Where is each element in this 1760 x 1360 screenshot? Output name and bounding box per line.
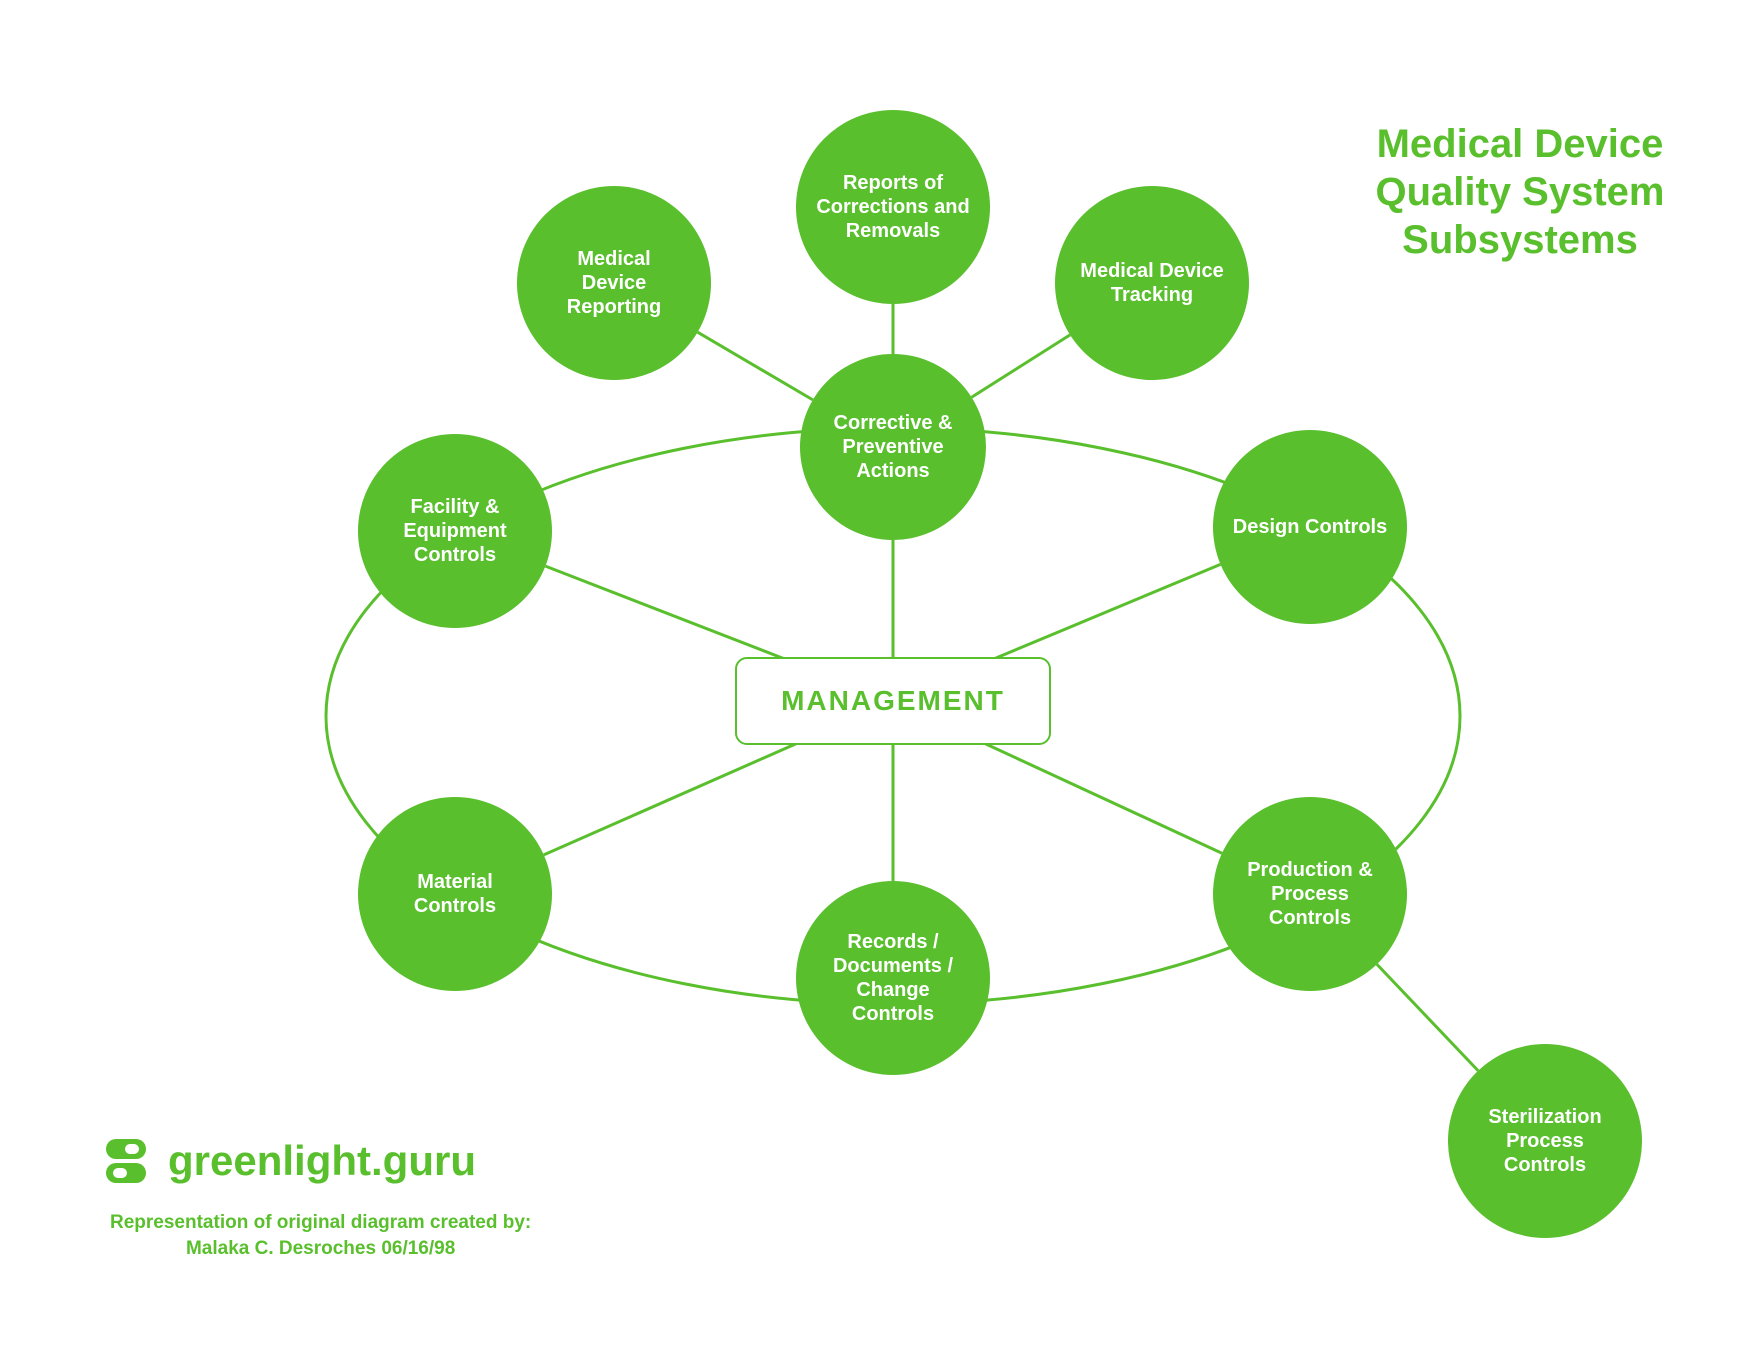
node-material: Material Controls (358, 797, 552, 991)
center-management-label: MANAGEMENT (781, 685, 1005, 717)
node-sterilization-label: Sterilization Process Controls (1488, 1105, 1601, 1177)
node-records: Records / Documents / Change Controls (796, 881, 990, 1075)
node-design-label: Design Controls (1233, 515, 1387, 539)
node-reports-label: Reports of Corrections and Removals (816, 171, 969, 243)
node-sterilization: Sterilization Process Controls (1448, 1044, 1642, 1238)
node-capa: Corrective & Preventive Actions (800, 354, 986, 540)
node-production: Production & Process Controls (1213, 797, 1407, 991)
node-capa-label: Corrective & Preventive Actions (834, 411, 953, 483)
brand-name: greenlight.guru (168, 1137, 476, 1185)
node-reports: Reports of Corrections and Removals (796, 110, 990, 304)
diagram-title: Medical DeviceQuality SystemSubsystems (1300, 120, 1740, 264)
node-production-label: Production & Process Controls (1247, 858, 1373, 930)
node-mdr: Medical Device Reporting (517, 186, 711, 380)
node-design: Design Controls (1213, 430, 1407, 624)
node-records-label: Records / Documents / Change Controls (833, 930, 953, 1026)
brand-icon (100, 1135, 152, 1187)
node-facility-label: Facility & Equipment Controls (403, 495, 506, 567)
brand-logo: greenlight.guru (100, 1135, 476, 1187)
node-mdr-label: Medical Device Reporting (567, 247, 661, 319)
node-tracking-label: Medical Device Tracking (1080, 259, 1223, 307)
center-management-box: MANAGEMENT (735, 657, 1051, 745)
attribution-caption: Representation of original diagram creat… (110, 1210, 531, 1261)
node-facility: Facility & Equipment Controls (358, 434, 552, 628)
node-material-label: Material Controls (414, 870, 496, 918)
node-tracking: Medical Device Tracking (1055, 186, 1249, 380)
